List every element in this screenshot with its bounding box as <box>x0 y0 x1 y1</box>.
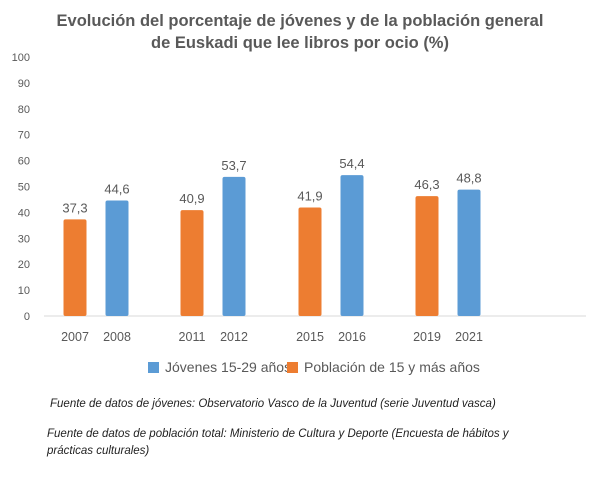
y-tick-label: 70 <box>18 130 30 142</box>
x-tick-label: 2016 <box>338 330 366 344</box>
x-tick-label: 2011 <box>179 330 206 344</box>
x-tick-label: 2008 <box>103 330 131 344</box>
legend-label-poblacion: Población de 15 y más años <box>304 359 480 375</box>
y-tick-label: 10 <box>18 285 30 297</box>
data-label: 40,9 <box>179 191 204 206</box>
bar <box>222 176 246 316</box>
source-note-population: Fuente de datos de población total: Mini… <box>47 428 509 457</box>
legend-item-jovenes: Jóvenes 15-29 años <box>148 359 291 375</box>
y-tick-label: 50 <box>18 182 30 194</box>
y-tick-label: 100 <box>12 52 30 64</box>
data-label: 48,8 <box>456 171 481 186</box>
legend-item-poblacion: Población de 15 y más años <box>287 359 480 375</box>
x-tick-label: 2015 <box>296 330 324 344</box>
y-tick-label: 80 <box>18 104 30 116</box>
data-label: 54,4 <box>339 156 364 171</box>
source-note-youth: Fuente de datos de jóvenes: Observatorio… <box>50 398 496 410</box>
bar <box>415 196 439 316</box>
bar <box>298 207 322 316</box>
y-tick-label: 0 <box>24 311 30 323</box>
legend-swatch-poblacion <box>287 361 298 373</box>
chart-title: Evolución del porcentaje de jóvenes y de… <box>56 12 544 30</box>
y-tick-label: 20 <box>18 259 30 271</box>
data-label: 41,9 <box>297 188 322 203</box>
bar <box>63 219 87 316</box>
bar <box>180 210 204 316</box>
bar <box>457 189 481 316</box>
legend-label-jovenes: Jóvenes 15-29 años <box>165 359 292 375</box>
y-tick-label: 60 <box>18 156 30 168</box>
y-tick-label: 90 <box>18 78 30 90</box>
data-label: 53,7 <box>221 158 246 173</box>
x-tick-label: 2019 <box>413 330 441 344</box>
bar <box>340 175 364 316</box>
data-label: 44,6 <box>104 181 129 196</box>
legend-swatch-jovenes <box>148 361 159 373</box>
x-tick-label: 2012 <box>220 330 248 344</box>
x-tick-label: 2007 <box>61 330 89 344</box>
y-tick-label: 30 <box>18 233 30 245</box>
bar <box>105 200 129 316</box>
y-tick-label: 40 <box>18 207 30 219</box>
x-tick-label: 2021 <box>455 330 483 344</box>
data-label: 37,3 <box>62 200 87 215</box>
data-label: 46,3 <box>414 177 439 192</box>
chart-subtitle: de Euskadi que lee libros por ocio (%) <box>151 34 449 52</box>
